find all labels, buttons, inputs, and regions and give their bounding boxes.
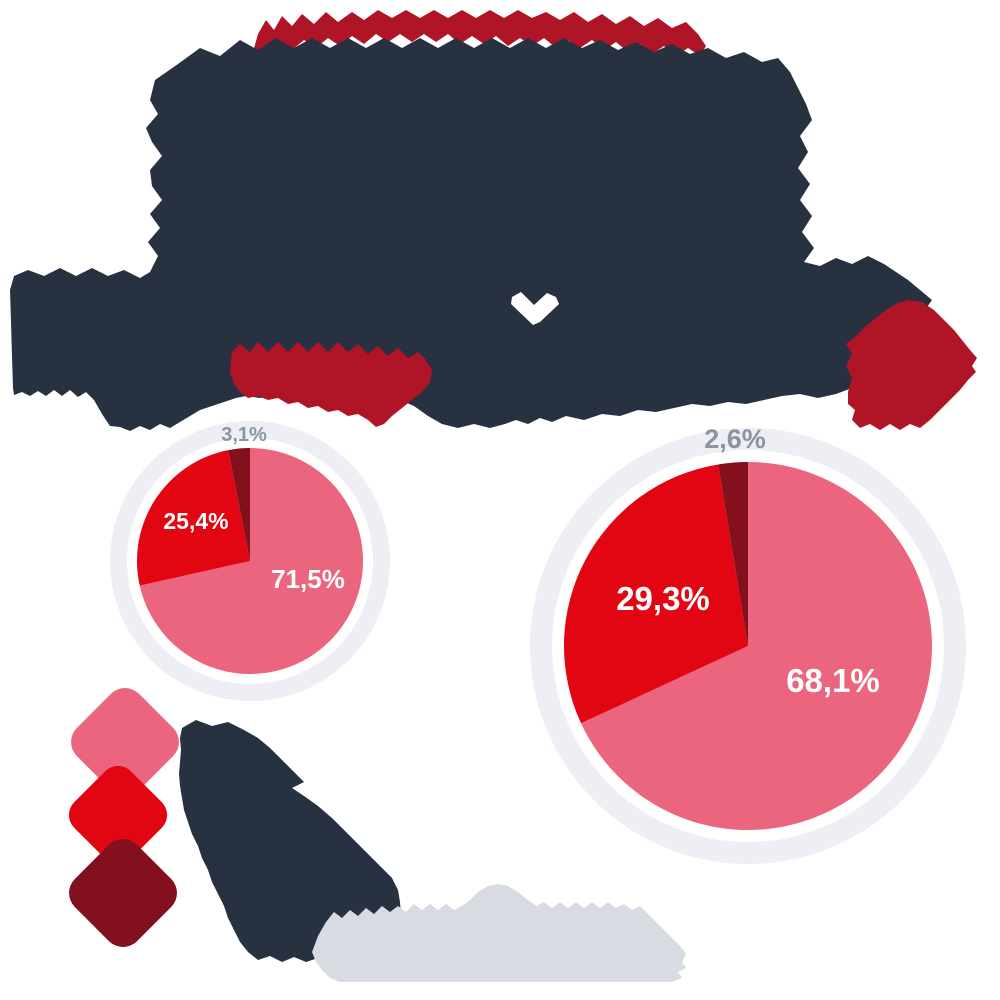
heading-distorted-text-block <box>10 38 932 431</box>
pie-chart-right <box>530 428 966 864</box>
pie-slice-1 <box>564 464 748 724</box>
title-distorted-text-red <box>253 10 706 58</box>
legend-swatch-darkred <box>69 839 177 947</box>
legend-swatch-red <box>68 765 168 865</box>
pie-chart-left <box>110 421 390 701</box>
legend-swatch-pink <box>71 688 179 796</box>
percent-label-right-mid: 29,3% <box>616 580 710 617</box>
percent-label-right-small: 2,6% <box>704 424 766 454</box>
left-subheading-red-word <box>230 342 432 427</box>
chevron-down-icon <box>511 292 559 325</box>
pie-slice-1 <box>137 450 250 586</box>
pie-slice-0 <box>581 462 932 830</box>
percent-label-left-small: 3,1% <box>221 424 267 446</box>
pie-slice-0 <box>139 448 363 674</box>
percent-label-left-mid: 25,4% <box>163 508 228 534</box>
legend-text-distorted <box>179 720 401 963</box>
right-subheading-red-word <box>846 300 977 430</box>
percent-label-right-big: 68,1% <box>786 662 880 699</box>
percent-label-left-big: 71,5% <box>271 564 345 594</box>
pie-slice-2 <box>228 448 250 561</box>
footer-source-distorted <box>312 884 686 982</box>
pie-slice-2 <box>718 462 748 646</box>
